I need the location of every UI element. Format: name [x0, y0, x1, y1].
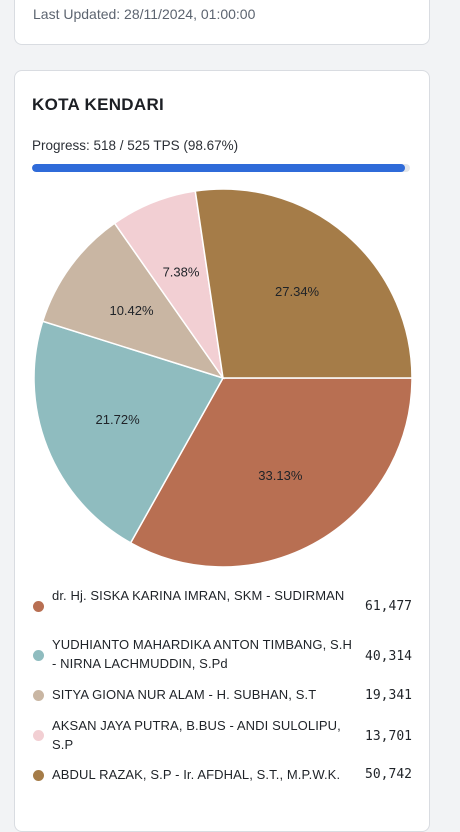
legend-swatch [33, 690, 44, 701]
legend-vote-count: 19,341 [365, 688, 412, 703]
vote-share-pie-chart: 33.13% 21.72% 10.42% 7.38% 27.34% [33, 188, 413, 568]
progress-bar [32, 164, 410, 172]
legend-vote-count: 40,314 [365, 649, 412, 664]
pie-slice[interactable] [41, 222, 225, 380]
progress-bar-fill [32, 164, 405, 172]
legend-item[interactable]: dr. Hj. SISKA KARINA IMRAN, SKM - SUDIRM… [20, 585, 420, 629]
legend-vote-count: 13,701 [365, 729, 412, 744]
legend-item[interactable]: AKSAN JAYA PUTRA, B.BUS - ANDI SULOLIPU,… [20, 715, 420, 759]
legend-swatch [33, 601, 44, 612]
legend-vote-count: 61,477 [365, 599, 412, 614]
legend-candidate-name: AKSAN JAYA PUTRA, B.BUS - ANDI SULOLIPU,… [52, 718, 341, 752]
pie-slice-percent-label: 21.72% [96, 412, 141, 427]
legend-candidate-name: YUDHIANTO MAHARDIKA ANTON TIMBANG, S.H -… [52, 637, 352, 671]
progress-text: Progress: 518 / 525 TPS (98.67%) [32, 138, 239, 153]
legend-item[interactable]: SITYA GIONA NUR ALAM - H. SUBHAN, S.T 19… [20, 684, 420, 708]
legend-candidate-name: SITYA GIONA NUR ALAM - H. SUBHAN, S.T [52, 687, 317, 702]
pie-slice[interactable] [129, 377, 413, 568]
legend-item[interactable]: ABDUL RAZAK, S.P - Ir. AFDHAL, S.T., M.P… [20, 764, 420, 788]
legend-candidate-name: dr. Hj. SISKA KARINA IMRAN, SKM - SUDIRM… [52, 588, 345, 603]
pie-slice-percent-label: 27.34% [275, 284, 320, 299]
last-updated-text: Last Updated: 28/11/2024, 01:00:00 [33, 6, 256, 22]
legend-swatch [33, 730, 44, 741]
legend-item[interactable]: YUDHIANTO MAHARDIKA ANTON TIMBANG, S.H -… [20, 634, 420, 678]
pie-slice[interactable] [33, 320, 225, 544]
pie-slice-percent-label: 10.42% [109, 303, 154, 318]
region-title: KOTA KENDARI [32, 95, 165, 114]
legend-vote-count: 50,742 [365, 767, 412, 782]
legend-candidate-name: ABDUL RAZAK, S.P - Ir. AFDHAL, S.T., M.P… [52, 767, 341, 782]
pie-slice[interactable] [194, 188, 413, 379]
pie-slice-percent-label: 7.38% [163, 265, 200, 280]
legend-swatch [33, 650, 44, 661]
legend-swatch [33, 770, 44, 781]
previous-region-card: Last Updated: 28/11/2024, 01:00:00 [14, 0, 430, 45]
pie-slice-percent-label: 33.13% [258, 468, 303, 483]
